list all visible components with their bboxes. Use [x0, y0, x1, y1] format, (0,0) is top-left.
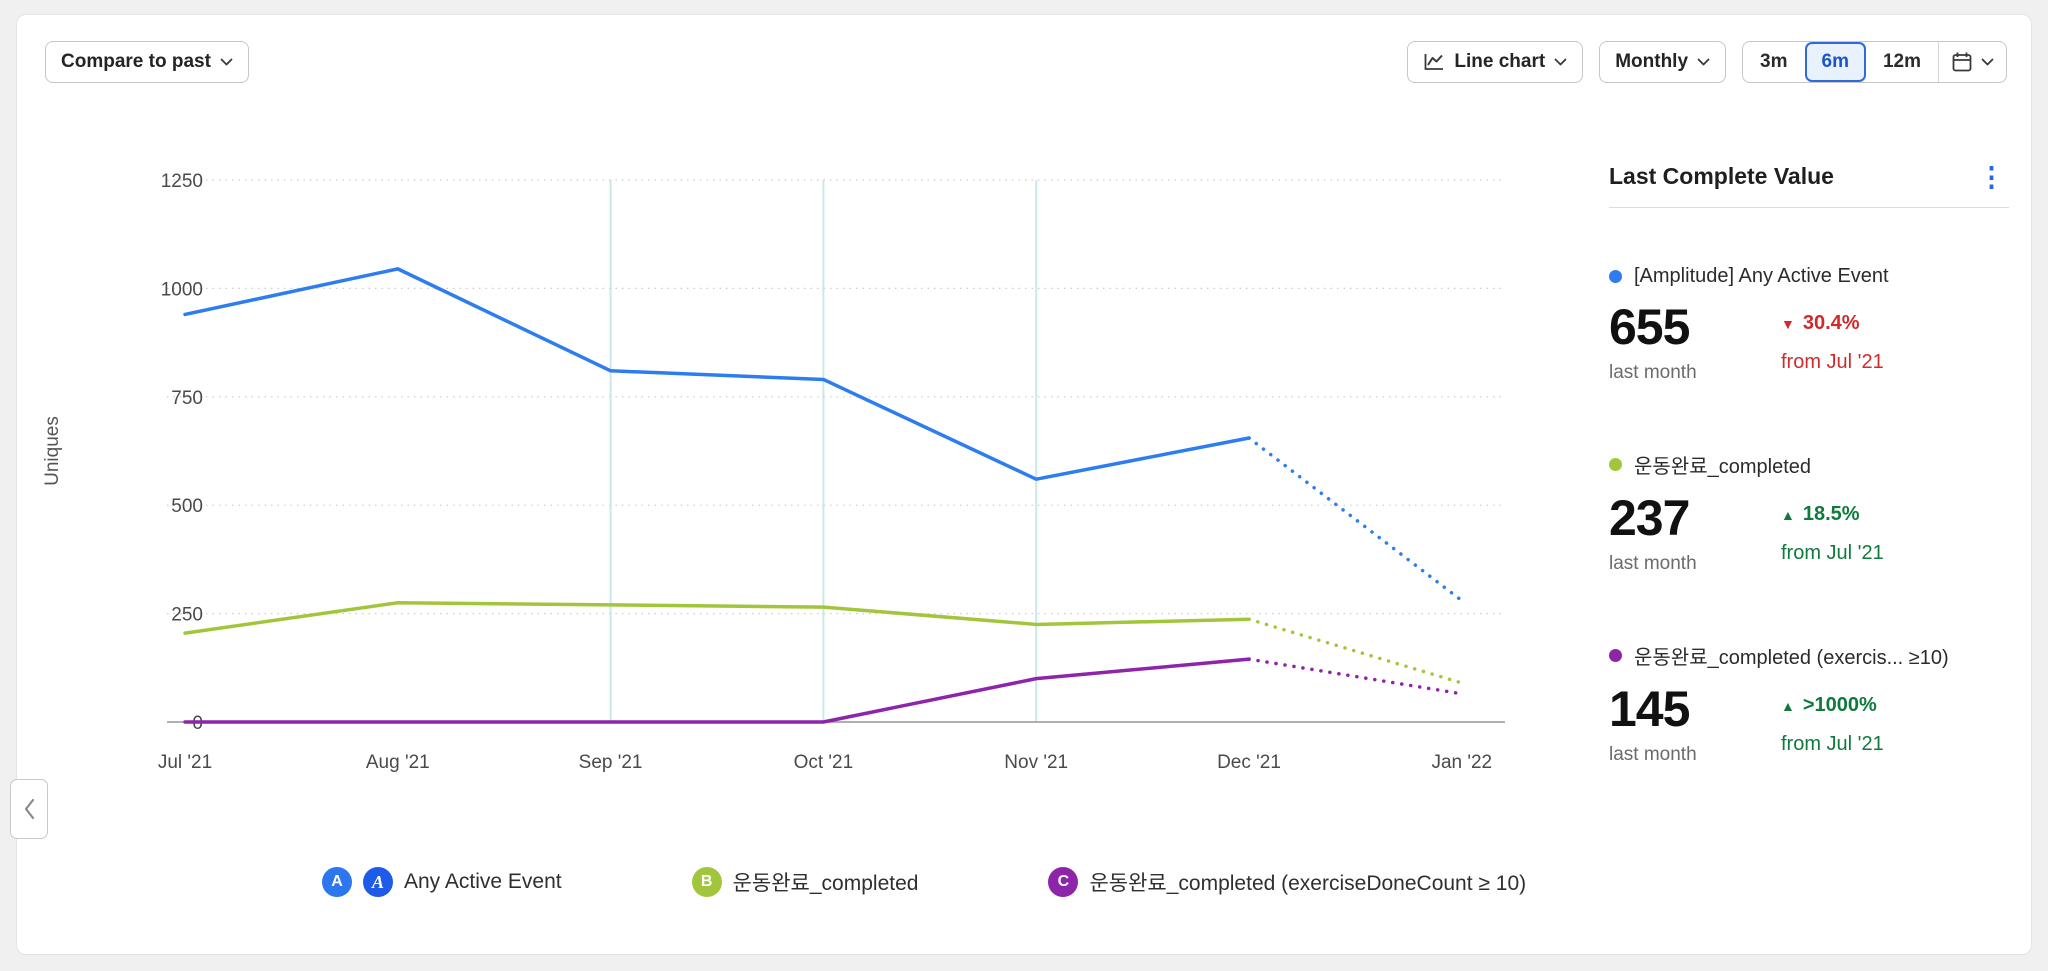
delta-reference: from Jul '21: [1781, 733, 1884, 755]
y-axis-label: Uniques: [42, 416, 63, 486]
series-badge-a: A: [322, 867, 352, 897]
metric-delta: ▼ 30.4% from Jul '21: [1781, 300, 2009, 384]
metric-body: 237 last month ▲ 18.5% from Jul '21: [1609, 491, 2009, 575]
svg-text:Nov '21: Nov '21: [1004, 752, 1068, 773]
panel-header: Last Complete Value ⋮: [1609, 163, 2009, 190]
svg-text:Sep '21: Sep '21: [579, 752, 643, 773]
trend-up-icon: ▲: [1781, 697, 1795, 714]
series-color-dot: [1609, 458, 1622, 471]
metric-any-active-event: [Amplitude] Any Active Event 655 last mo…: [1609, 265, 2009, 384]
svg-text:Jul '21: Jul '21: [158, 752, 212, 773]
date-range-selector: 3m 6m 12m: [1742, 41, 2007, 83]
svg-text:Dec '21: Dec '21: [1217, 752, 1281, 773]
collapse-panel-button[interactable]: [10, 779, 48, 839]
chart-type-button[interactable]: Line chart: [1407, 41, 1584, 83]
delta-value: 30.4%: [1802, 312, 1860, 334]
amplitude-logo-icon: A: [363, 867, 393, 897]
svg-text:500: 500: [171, 496, 203, 517]
range-buttons: 3m 6m 12m: [1743, 42, 1938, 82]
chevron-down-icon: [1554, 58, 1567, 66]
legend-item-b[interactable]: B 운동완료_completed: [691, 867, 919, 897]
trend-up-icon: ▲: [1781, 506, 1795, 523]
metric-delta: ▲ >1000% from Jul '21: [1781, 682, 2009, 766]
metric-period: last month: [1609, 553, 1697, 574]
chevron-down-icon: [1981, 58, 1994, 66]
chevron-down-icon: [1697, 58, 1710, 66]
metric-body: 655 last month ▼ 30.4% from Jul '21: [1609, 300, 2009, 384]
toolbar-right-group: Line chart Monthly 3m 6m 12m: [1407, 41, 2007, 83]
divider: [1609, 207, 2009, 208]
series-color-dot: [1609, 270, 1622, 283]
metric-value: 237: [1609, 490, 1690, 546]
delta-reference: from Jul '21: [1781, 542, 1884, 564]
legend-label: 운동완료_completed: [732, 872, 919, 895]
delta-reference: from Jul '21: [1781, 351, 1884, 373]
metric-period: last month: [1609, 362, 1697, 383]
metric-name: 운동완료_completed: [1634, 456, 1811, 478]
svg-text:1250: 1250: [161, 171, 203, 192]
metric-value: 655: [1609, 299, 1690, 355]
chart-legend: A A Any Active Event B 운동완료_completed C …: [322, 867, 1526, 897]
chevron-left-icon: [24, 798, 35, 820]
svg-text:250: 250: [171, 605, 203, 626]
chart-card: Compare to past Line chart Monthly: [16, 14, 2032, 955]
chart-toolbar: Compare to past Line chart Monthly: [45, 41, 2007, 83]
range-6m-button[interactable]: 6m: [1804, 42, 1866, 82]
interval-label: Monthly: [1615, 51, 1689, 72]
series-color-dot: [1609, 649, 1622, 662]
legend-item-a[interactable]: A A Any Active Event: [322, 867, 562, 897]
legend-label: Any Active Event: [404, 870, 562, 893]
legend-label: 운동완료_completed (exerciseDoneCount ≥ 10): [1089, 872, 1527, 895]
metric-name-row: 운동완료_completed (exercis... ≥10): [1609, 641, 2009, 670]
compare-to-past-button[interactable]: Compare to past: [45, 41, 249, 83]
trend-down-icon: ▼: [1781, 315, 1795, 332]
compare-to-past-label: Compare to past: [61, 51, 211, 72]
delta-value: >1000%: [1802, 694, 1877, 716]
panel-title: Last Complete Value: [1609, 163, 1834, 189]
calendar-icon: [1952, 52, 1972, 72]
series-badge-c: C: [1048, 867, 1079, 897]
metric-period: last month: [1609, 744, 1697, 765]
kebab-menu-icon[interactable]: ⋮: [1974, 163, 2009, 190]
interval-button[interactable]: Monthly: [1599, 41, 1727, 83]
svg-text:1000: 1000: [161, 279, 203, 300]
metric-name: [Amplitude] Any Active Event: [1634, 265, 1889, 287]
legend-item-c[interactable]: C 운동완료_completed (exerciseDoneCount ≥ 10…: [1048, 867, 1526, 897]
metric-name-row: [Amplitude] Any Active Event: [1609, 265, 2009, 288]
svg-text:Jan '22: Jan '22: [1431, 752, 1492, 773]
range-3m-button[interactable]: 3m: [1743, 42, 1804, 82]
svg-text:Aug '21: Aug '21: [366, 752, 430, 773]
series-badge-b: B: [691, 867, 722, 897]
svg-text:Oct '21: Oct '21: [794, 752, 854, 773]
metric-delta: ▲ 18.5% from Jul '21: [1781, 491, 2009, 575]
chart-type-label: Line chart: [1454, 51, 1546, 72]
last-complete-value-panel: Last Complete Value ⋮ [Amplitude] Any Ac…: [1609, 163, 2009, 766]
date-picker-button[interactable]: [1939, 42, 2006, 82]
metric-name: 운동완료_completed (exercis... ≥10): [1634, 647, 1949, 669]
metric-name-row: 운동완료_completed: [1609, 450, 2009, 479]
svg-text:750: 750: [171, 388, 203, 409]
line-chart-icon: [1424, 54, 1444, 70]
metric-body: 145 last month ▲ >1000% from Jul '21: [1609, 682, 2009, 766]
metric-exercise-completed: 운동완료_completed 237 last month ▲ 18.5% fr…: [1609, 450, 2009, 575]
chevron-down-icon: [220, 58, 233, 66]
metric-exercise-completed-filtered: 운동완료_completed (exercis... ≥10) 145 last…: [1609, 641, 2009, 766]
metric-value: 145: [1609, 681, 1690, 737]
range-12m-button[interactable]: 12m: [1866, 42, 1938, 82]
delta-value: 18.5%: [1802, 503, 1860, 525]
divider: [1938, 42, 1939, 82]
chart-plot-area[interactable]: 0 250 500 750 1000 1250 Jul '21 Aug '21 Sep '21 O…: [17, 15, 2031, 954]
